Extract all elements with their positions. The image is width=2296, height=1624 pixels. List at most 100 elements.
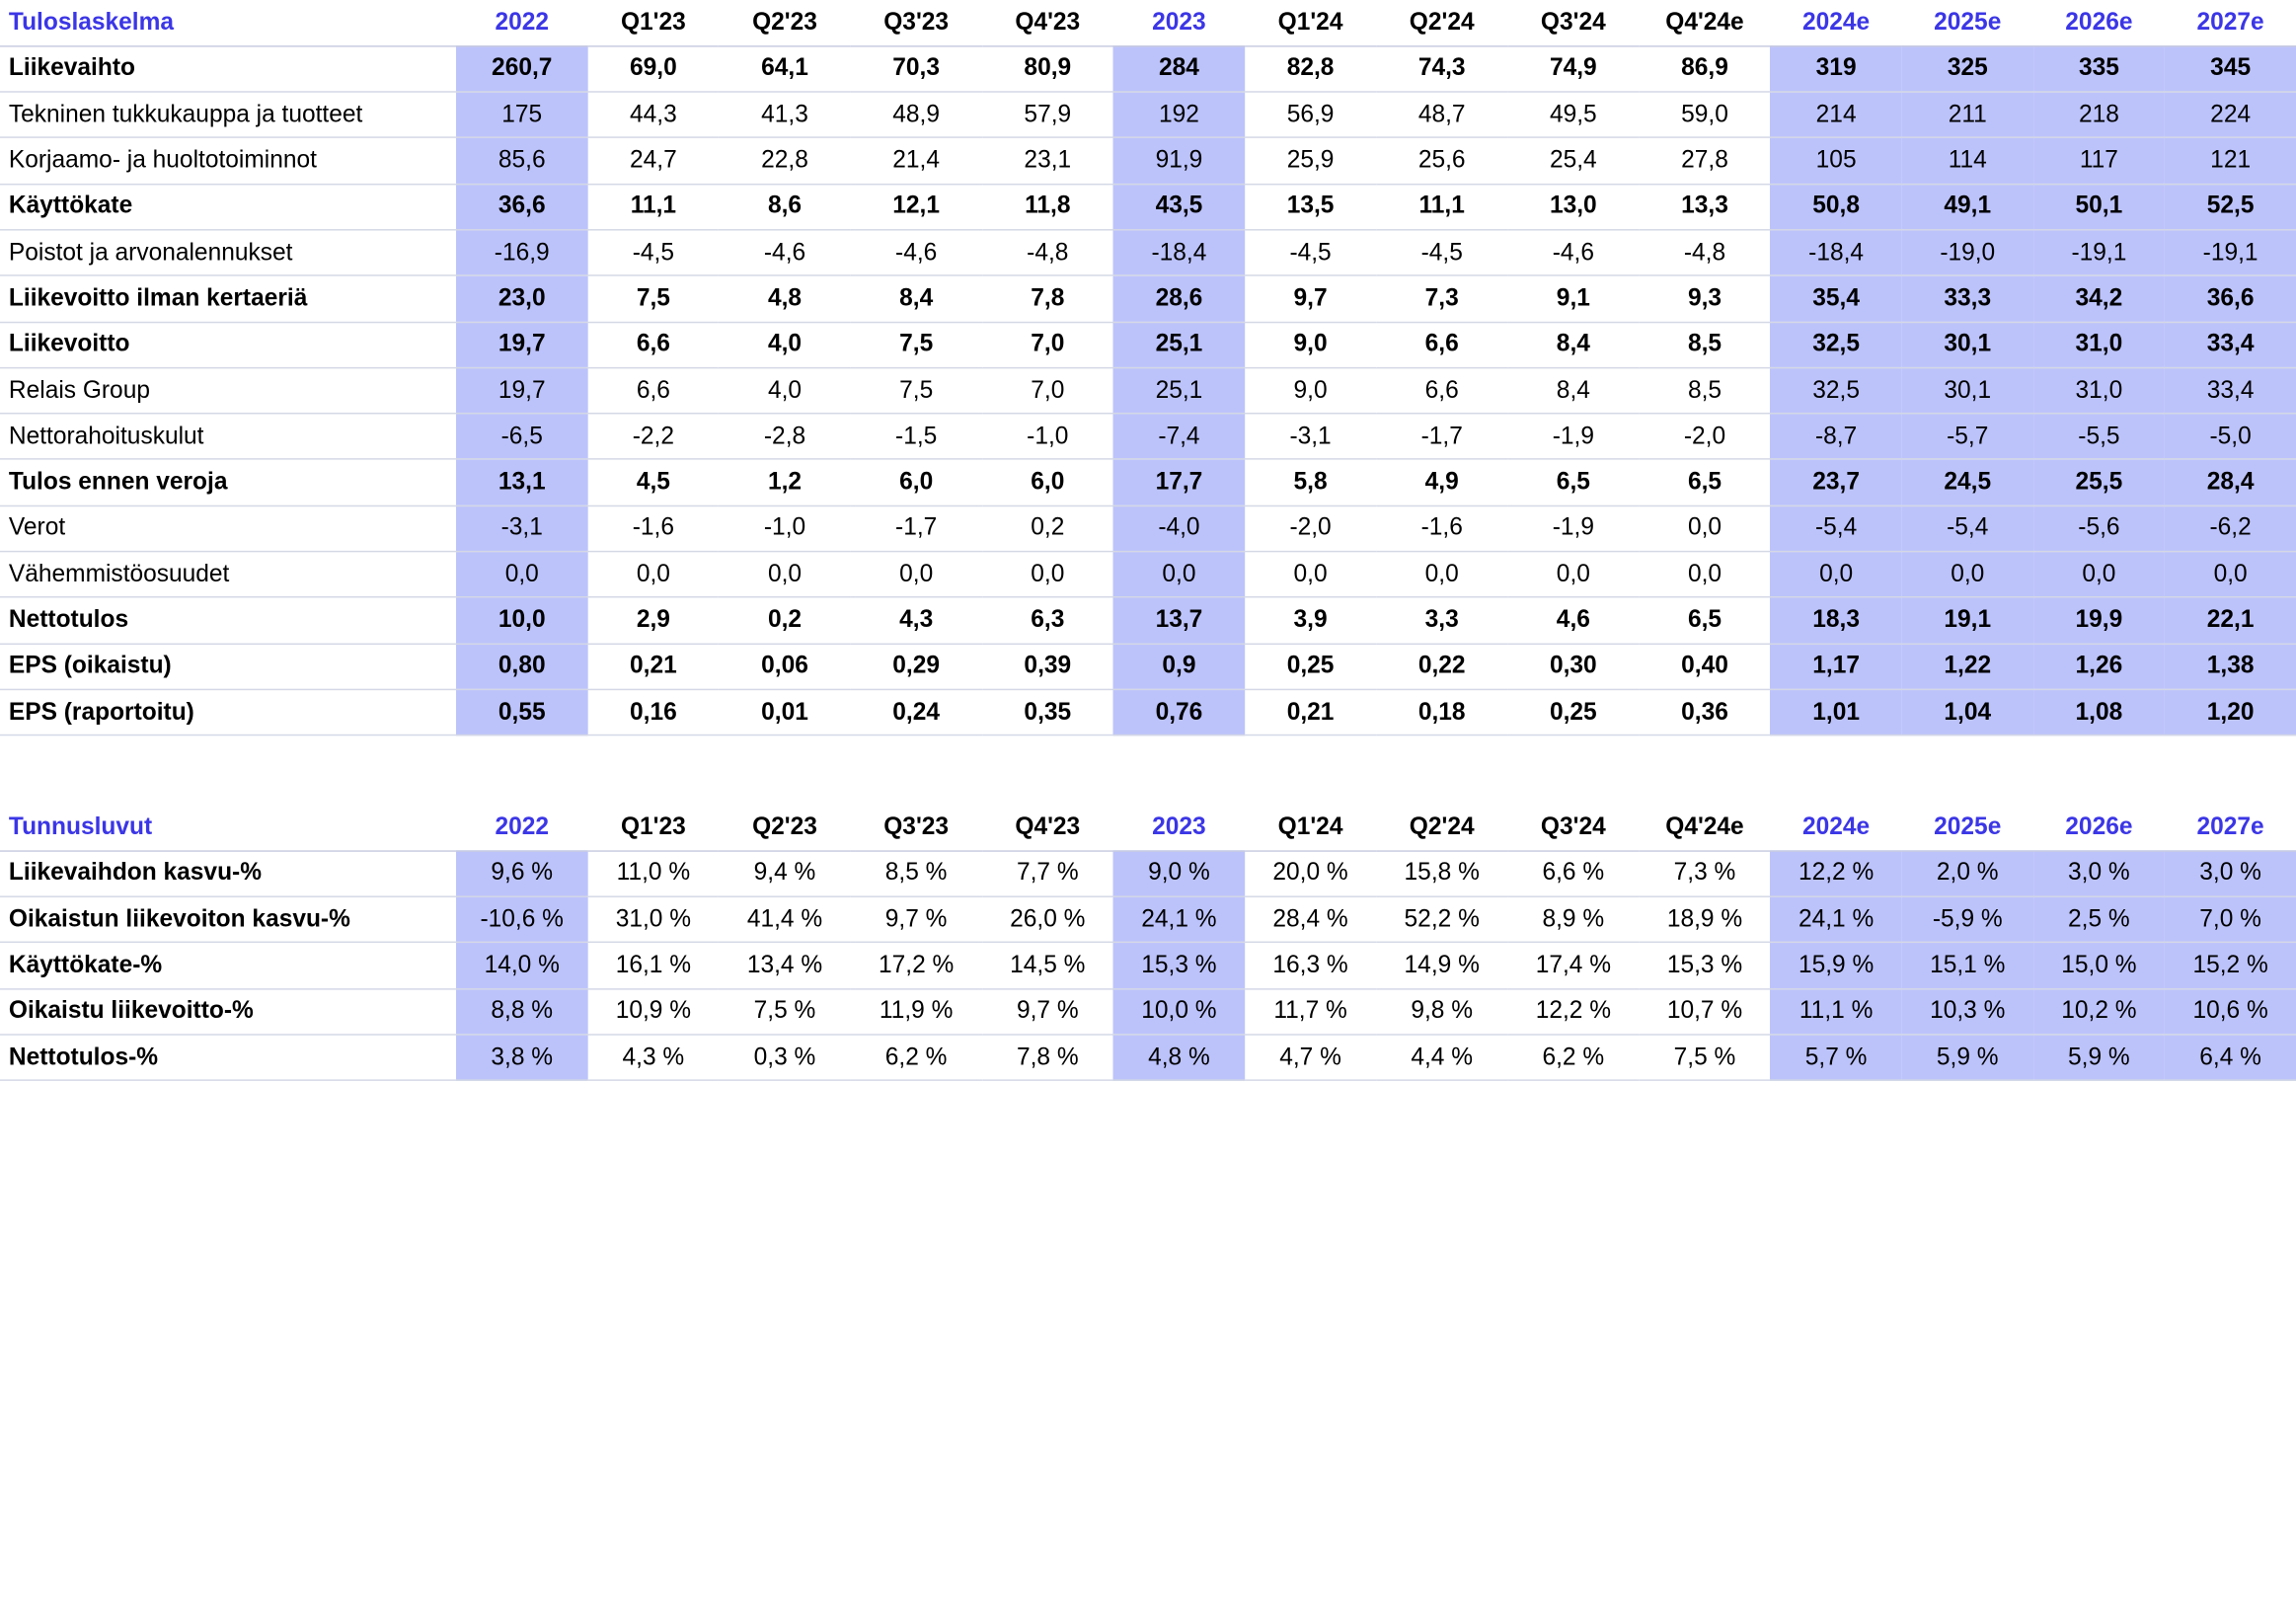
income-statement-cell: -4,6 bbox=[719, 229, 851, 277]
key-figures-cell: 2,5 % bbox=[2032, 896, 2165, 944]
key-figures-cell: 6,6 % bbox=[1507, 850, 1640, 898]
income-statement-cell: 28,6 bbox=[1112, 275, 1246, 323]
key-figures-cell: 10,9 % bbox=[587, 988, 720, 1036]
income-statement-cell: 43,5 bbox=[1112, 184, 1246, 231]
income-statement-body: Liikevaihto 260,7 69,0 64,1 70,3 80,9 284 82,8 7… bbox=[0, 45, 2296, 736]
income-statement-cell: 7,3 bbox=[1376, 275, 1508, 323]
income-statement-cell: 1,26 bbox=[2032, 643, 2165, 691]
income-statement-row-label: Poistot ja arvonalennukset bbox=[0, 229, 457, 277]
income-statement-row-label: Käyttökate bbox=[0, 184, 457, 231]
income-statement-cell: 31,0 bbox=[2032, 321, 2165, 369]
income-statement-cell: 0,29 bbox=[850, 643, 982, 691]
key-figures-cell: 18,9 % bbox=[1639, 896, 1771, 944]
income-statement-cell: -5,7 bbox=[1901, 414, 2033, 461]
income-statement-cell: 0,76 bbox=[1112, 689, 1246, 736]
key-figures-cell: -5,9 % bbox=[1901, 896, 2033, 944]
key-figures-row-label: Oikaistun liikevoiton kasvu-% bbox=[0, 896, 457, 944]
income-statement-cell: 6,6 bbox=[587, 321, 720, 369]
income-statement-cell: 7,5 bbox=[850, 367, 982, 415]
income-statement-cell: 105 bbox=[1770, 137, 1902, 185]
income-statement-cell: 214 bbox=[1770, 92, 1902, 139]
income-statement-cell: 23,0 bbox=[456, 275, 588, 323]
income-statement-cell: 7,8 bbox=[981, 275, 1113, 323]
income-statement-cell: 1,22 bbox=[1901, 643, 2033, 691]
income-statement-cell: 6,6 bbox=[587, 367, 720, 415]
key-figures-cell: 26,0 % bbox=[981, 896, 1113, 944]
income-statement-cell: -16,9 bbox=[456, 229, 588, 277]
key-figures-cell: 24,1 % bbox=[1770, 896, 1902, 944]
income-statement-cell: 25,5 bbox=[2032, 459, 2165, 506]
key-figures-row: Käyttökate-% 14,0 % 16,1 % 13,4 % 17,2 % 14,5… bbox=[0, 942, 2296, 990]
income-statement-cell: -4,0 bbox=[1112, 505, 1246, 553]
income-statement-cell: 325 bbox=[1901, 45, 2033, 93]
income-statement-cell: 9,3 bbox=[1639, 275, 1771, 323]
key-figures-column-header: Q4'23 bbox=[981, 805, 1113, 852]
income-statement-row: Verot -3,1 -1,6 -1,0 -1,7 0,2 -4,0 -2,0 -1,6 -1,9… bbox=[0, 505, 2296, 553]
income-statement-cell: 0,0 bbox=[1639, 505, 1771, 553]
key-figures-cell: 8,8 % bbox=[456, 988, 588, 1036]
income-statement-cell: 17,7 bbox=[1112, 459, 1246, 506]
income-statement-cell: -6,5 bbox=[456, 414, 588, 461]
income-statement-cell: 7,5 bbox=[850, 321, 982, 369]
income-statement-cell: 1,2 bbox=[719, 459, 851, 506]
income-statement-cell: 0,0 bbox=[2032, 551, 2165, 598]
key-figures-cell: 10,3 % bbox=[1901, 988, 2033, 1036]
income-statement-cell: 41,3 bbox=[719, 92, 851, 139]
key-figures-cell: 15,3 % bbox=[1639, 942, 1771, 990]
key-figures-cell: 14,0 % bbox=[456, 942, 588, 990]
income-statement-cell: 13,0 bbox=[1507, 184, 1640, 231]
income-statement-cell: 5,8 bbox=[1245, 459, 1377, 506]
income-statement-cell: 4,0 bbox=[719, 367, 851, 415]
income-statement-cell: 11,1 bbox=[1376, 184, 1508, 231]
income-statement-cell: 25,4 bbox=[1507, 137, 1640, 185]
income-statement-cell: 0,0 bbox=[456, 551, 588, 598]
key-figures-column-header: Q1'23 bbox=[587, 805, 720, 852]
income-statement-cell: -1,0 bbox=[719, 505, 851, 553]
key-figures-cell: 20,0 % bbox=[1245, 850, 1377, 898]
key-figures-cell: 16,1 % bbox=[587, 942, 720, 990]
income-statement-row: Tulos ennen veroja 13,1 4,5 1,2 6,0 6,0 17,7 5,… bbox=[0, 459, 2296, 506]
income-statement-column-header: Q1'23 bbox=[587, 0, 720, 47]
income-statement-cell: 9,0 bbox=[1245, 321, 1377, 369]
income-statement-cell: 59,0 bbox=[1639, 92, 1771, 139]
income-statement-column-header: 2024e bbox=[1770, 0, 1902, 47]
income-statement-row-label: Relais Group bbox=[0, 367, 457, 415]
income-statement-cell: -4,5 bbox=[587, 229, 720, 277]
key-figures-cell: 6,2 % bbox=[850, 1034, 982, 1082]
income-statement-row: Relais Group 19,7 6,6 4,0 7,5 7,0 25,1 9,0 6,6 8,… bbox=[0, 367, 2296, 415]
income-statement-cell: 319 bbox=[1770, 45, 1902, 93]
income-statement-cell: 69,0 bbox=[587, 45, 720, 93]
key-figures-cell: 17,2 % bbox=[850, 942, 982, 990]
income-statement-cell: 4,8 bbox=[719, 275, 851, 323]
income-statement-cell: 4,5 bbox=[587, 459, 720, 506]
income-statement-cell: 1,20 bbox=[2164, 689, 2296, 736]
income-statement-row-label: Tekninen tukkukauppa ja tuotteet bbox=[0, 92, 457, 139]
income-statement-cell: -3,1 bbox=[1245, 414, 1377, 461]
key-figures-cell: 8,5 % bbox=[850, 850, 982, 898]
income-statement-cell: 8,4 bbox=[1507, 367, 1640, 415]
income-statement-cell: 85,6 bbox=[456, 137, 588, 185]
key-figures-cell: 10,2 % bbox=[2032, 988, 2165, 1036]
income-statement-cell: 0,0 bbox=[1507, 551, 1640, 598]
income-statement-cell: -5,5 bbox=[2032, 414, 2165, 461]
key-figures-cell: 7,5 % bbox=[1639, 1034, 1771, 1082]
income-statement-cell: 8,6 bbox=[719, 184, 851, 231]
key-figures-cell: 11,9 % bbox=[850, 988, 982, 1036]
key-figures-column-header: 2027e bbox=[2164, 805, 2296, 852]
income-statement-cell: 48,7 bbox=[1376, 92, 1508, 139]
key-figures-cell: 7,7 % bbox=[981, 850, 1113, 898]
income-statement-cell: 7,5 bbox=[587, 275, 720, 323]
income-statement-cell: 25,9 bbox=[1245, 137, 1377, 185]
income-statement-cell: 260,7 bbox=[456, 45, 588, 93]
income-statement-cell: 25,1 bbox=[1112, 367, 1246, 415]
income-statement-title: Tuloslaskelma bbox=[0, 0, 457, 47]
income-statement-cell: 23,1 bbox=[981, 137, 1113, 185]
income-statement-cell: -2,0 bbox=[1245, 505, 1377, 553]
income-statement-cell: 0,30 bbox=[1507, 643, 1640, 691]
income-statement-cell: 211 bbox=[1901, 92, 2033, 139]
income-statement-cell: 52,5 bbox=[2164, 184, 2296, 231]
income-statement-cell: 0,22 bbox=[1376, 643, 1508, 691]
income-statement-cell: 0,06 bbox=[719, 643, 851, 691]
key-figures-header-row: Tunnusluvut 2022 Q1'23 Q2'23 Q3'23 Q4'23 2023… bbox=[0, 805, 2296, 852]
income-statement-cell: 0,25 bbox=[1245, 643, 1377, 691]
